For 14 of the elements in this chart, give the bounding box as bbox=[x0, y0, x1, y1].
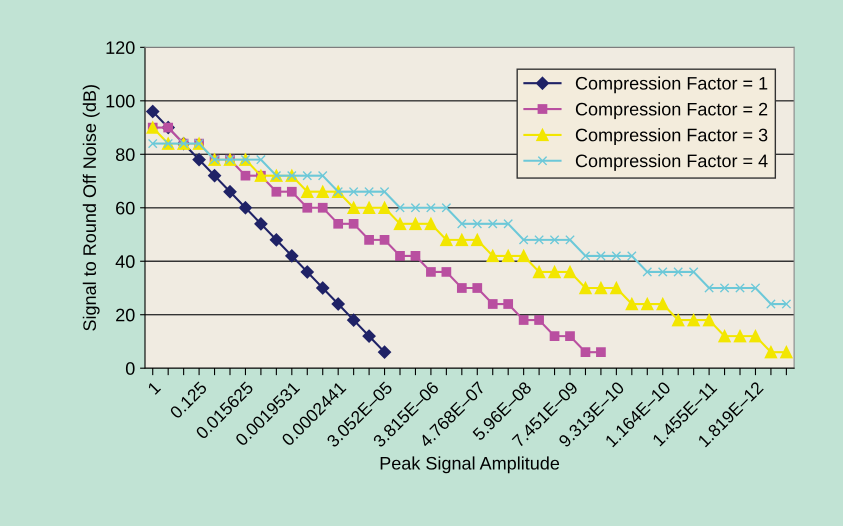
y-tick-label: 60 bbox=[116, 202, 135, 214]
legend-label: Compression Factor = 2 bbox=[576, 102, 768, 120]
y-tick-label: 120 bbox=[106, 41, 135, 54]
y-tick-label: 80 bbox=[116, 148, 135, 162]
legend-label: Compression Factor = 4 bbox=[576, 154, 768, 171]
x-tick-label: 1 bbox=[147, 381, 162, 395]
legend-label: Compression Factor = 1 bbox=[576, 76, 768, 94]
y-tick-label: 40 bbox=[116, 255, 135, 268]
x-axis-title: Peak Signal Amplitude bbox=[380, 456, 560, 474]
y-tick-label: 100 bbox=[106, 94, 135, 108]
y-tick-label: 0 bbox=[126, 362, 135, 375]
legend-label: Compression Factor = 3 bbox=[576, 128, 768, 145]
y-axis-title: Signal to Round Off Noise (dB) bbox=[82, 85, 100, 331]
y-tick-label: 20 bbox=[116, 308, 135, 322]
